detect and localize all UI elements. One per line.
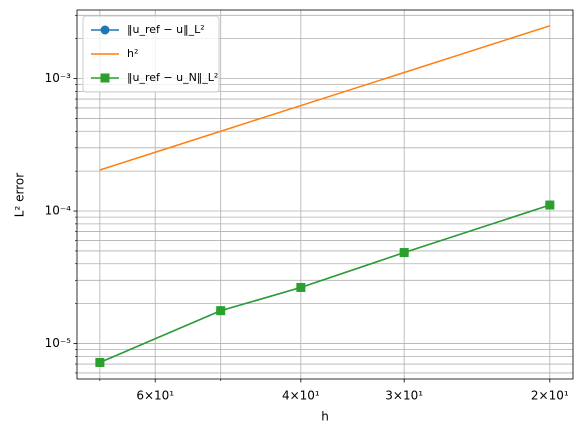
series-line bbox=[99, 204, 551, 364]
legend-label: ‖u_ref − u‖_L² bbox=[127, 23, 205, 36]
x-axis-label: h bbox=[321, 410, 329, 424]
plot-frame bbox=[76, 9, 574, 380]
legend-label: ‖u_ref − u_N‖_L² bbox=[127, 71, 218, 84]
y-tick-label: 10⁻⁴ bbox=[45, 204, 72, 218]
x-tick-label: 2×10¹ bbox=[531, 389, 569, 403]
x-tick-label: 3×10¹ bbox=[385, 389, 423, 403]
series-line bbox=[99, 204, 551, 364]
y-axis-label: L² error bbox=[13, 173, 27, 217]
y-tick-label: 10⁻⁵ bbox=[45, 336, 72, 350]
legend-label: h² bbox=[127, 47, 138, 60]
legend-marker bbox=[100, 73, 110, 83]
data-point bbox=[545, 200, 555, 210]
legend-box bbox=[82, 15, 220, 93]
y-tick-label: 10⁻³ bbox=[45, 71, 72, 85]
x-tick-label: 6×10¹ bbox=[136, 389, 174, 403]
data-point bbox=[216, 306, 226, 316]
legend-marker bbox=[100, 25, 110, 35]
x-tick-label: 4×10¹ bbox=[282, 389, 320, 403]
data-point bbox=[296, 282, 306, 292]
data-point bbox=[399, 248, 409, 258]
data-point bbox=[95, 357, 105, 367]
series-line bbox=[99, 25, 551, 171]
